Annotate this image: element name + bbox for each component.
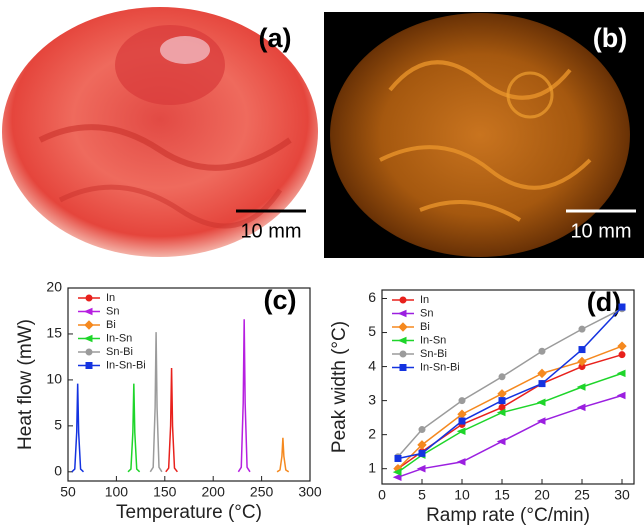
plot-frame [68,288,310,481]
legend-label: Sn [420,307,433,319]
legend-label: Sn-Bi [106,346,133,358]
x-tick-label: 15 [494,487,510,503]
marker [419,450,425,456]
y-tick-label: 20 [46,279,62,295]
marker [539,348,545,354]
series-line [398,396,622,478]
marker [579,326,585,332]
marker [459,418,465,424]
series-line [398,309,622,457]
legend-label: In-Sn [106,332,132,344]
marker [419,427,425,433]
x-tick-label: 5 [418,487,426,503]
panel-label: (b) [593,23,627,53]
marker [578,404,585,410]
x-tick-label: 25 [574,487,590,503]
marker [618,393,625,399]
y-tick-label: 0 [54,463,62,479]
marker [395,455,401,461]
legend-label: In [420,294,429,306]
x-tick-label: 0 [378,487,386,503]
legend-label: In-Sn-Bi [106,359,146,371]
x-tick-label: 200 [202,484,226,500]
x-tick-label: 100 [105,484,129,500]
series-line [150,332,162,472]
marker [86,363,92,369]
marker [618,370,625,376]
legend-label: In-Sn-Bi [420,361,460,373]
y-tick-label: 6 [368,289,376,305]
y-tick-label: 4 [368,357,376,373]
marker [538,369,546,377]
marker [86,349,92,355]
series-line [238,319,250,472]
marker [85,309,92,315]
marker [498,390,506,398]
y-tick-label: 3 [368,391,376,407]
y-tick-label: 5 [368,323,376,339]
x-tick-label: 300 [298,484,322,500]
series-line [277,438,289,472]
chart: 0 5 10 15 20 25 30 1 2 3 4 5 6 Ramp rate (°C/min) Peak… [329,287,634,526]
marker [85,321,93,329]
panel-label: (a) [259,23,292,53]
legend-label: Bi [106,319,116,331]
marker [85,336,92,342]
marker [539,381,545,387]
marker [459,398,465,404]
marker [86,295,92,301]
legend-label: In-Sn [420,334,446,346]
panel-label: (c) [264,285,297,315]
marker [579,347,585,353]
photo-b: 10 mm (b) [324,12,644,258]
series-line [166,368,178,472]
marker [399,323,407,331]
x-axis-label: Temperature (°C) [116,502,262,523]
legend-label: In [106,292,115,304]
marker [618,342,626,350]
y-axis-label: Heat flow (mW) [15,319,36,450]
scale-bar-label: 10 mm [570,220,631,242]
x-tick-label: 250 [250,484,274,500]
y-tick-label: 10 [46,371,62,387]
legend-label: Bi [420,321,430,333]
y-tick-label: 2 [368,425,376,441]
marker [399,311,406,317]
marker [619,352,625,358]
x-tick-label: 10 [454,487,470,503]
x-tick-label: 20 [534,487,550,503]
series-line [128,384,140,472]
series-line [72,384,84,472]
marker [400,365,406,371]
marker [538,399,545,405]
y-tick-label: 15 [46,325,62,341]
y-tick-label: 5 [54,417,62,433]
x-axis-label: Ramp rate (°C/min) [426,505,590,526]
x-tick-label: 50 [60,484,76,500]
marker [400,297,406,303]
x-tick-label: 150 [153,484,177,500]
x-tick-label: 30 [614,487,630,503]
marker [399,338,406,344]
y-tick-label: 1 [368,459,376,475]
marker [400,351,406,357]
marker [458,459,465,465]
series-line [398,307,622,458]
chart: 50 100 150 200 250 300 0 5 10 15 20 Temperature (°C… [15,279,322,523]
marker [578,357,586,365]
y-axis-label: Peak width (°C) [329,321,350,453]
photo-a: 10 mm (a) [0,0,320,258]
scale-bar-label: 10 mm [240,220,301,242]
legend-label: Sn-Bi [420,348,447,360]
marker [619,304,625,310]
marker [418,466,425,472]
marker [499,374,505,380]
legend-label: Sn [106,305,119,317]
figure: 10 mm (a) 10 mm (b) 50100150200250300051… [0,0,644,530]
marker [499,398,505,404]
marker [578,384,585,390]
